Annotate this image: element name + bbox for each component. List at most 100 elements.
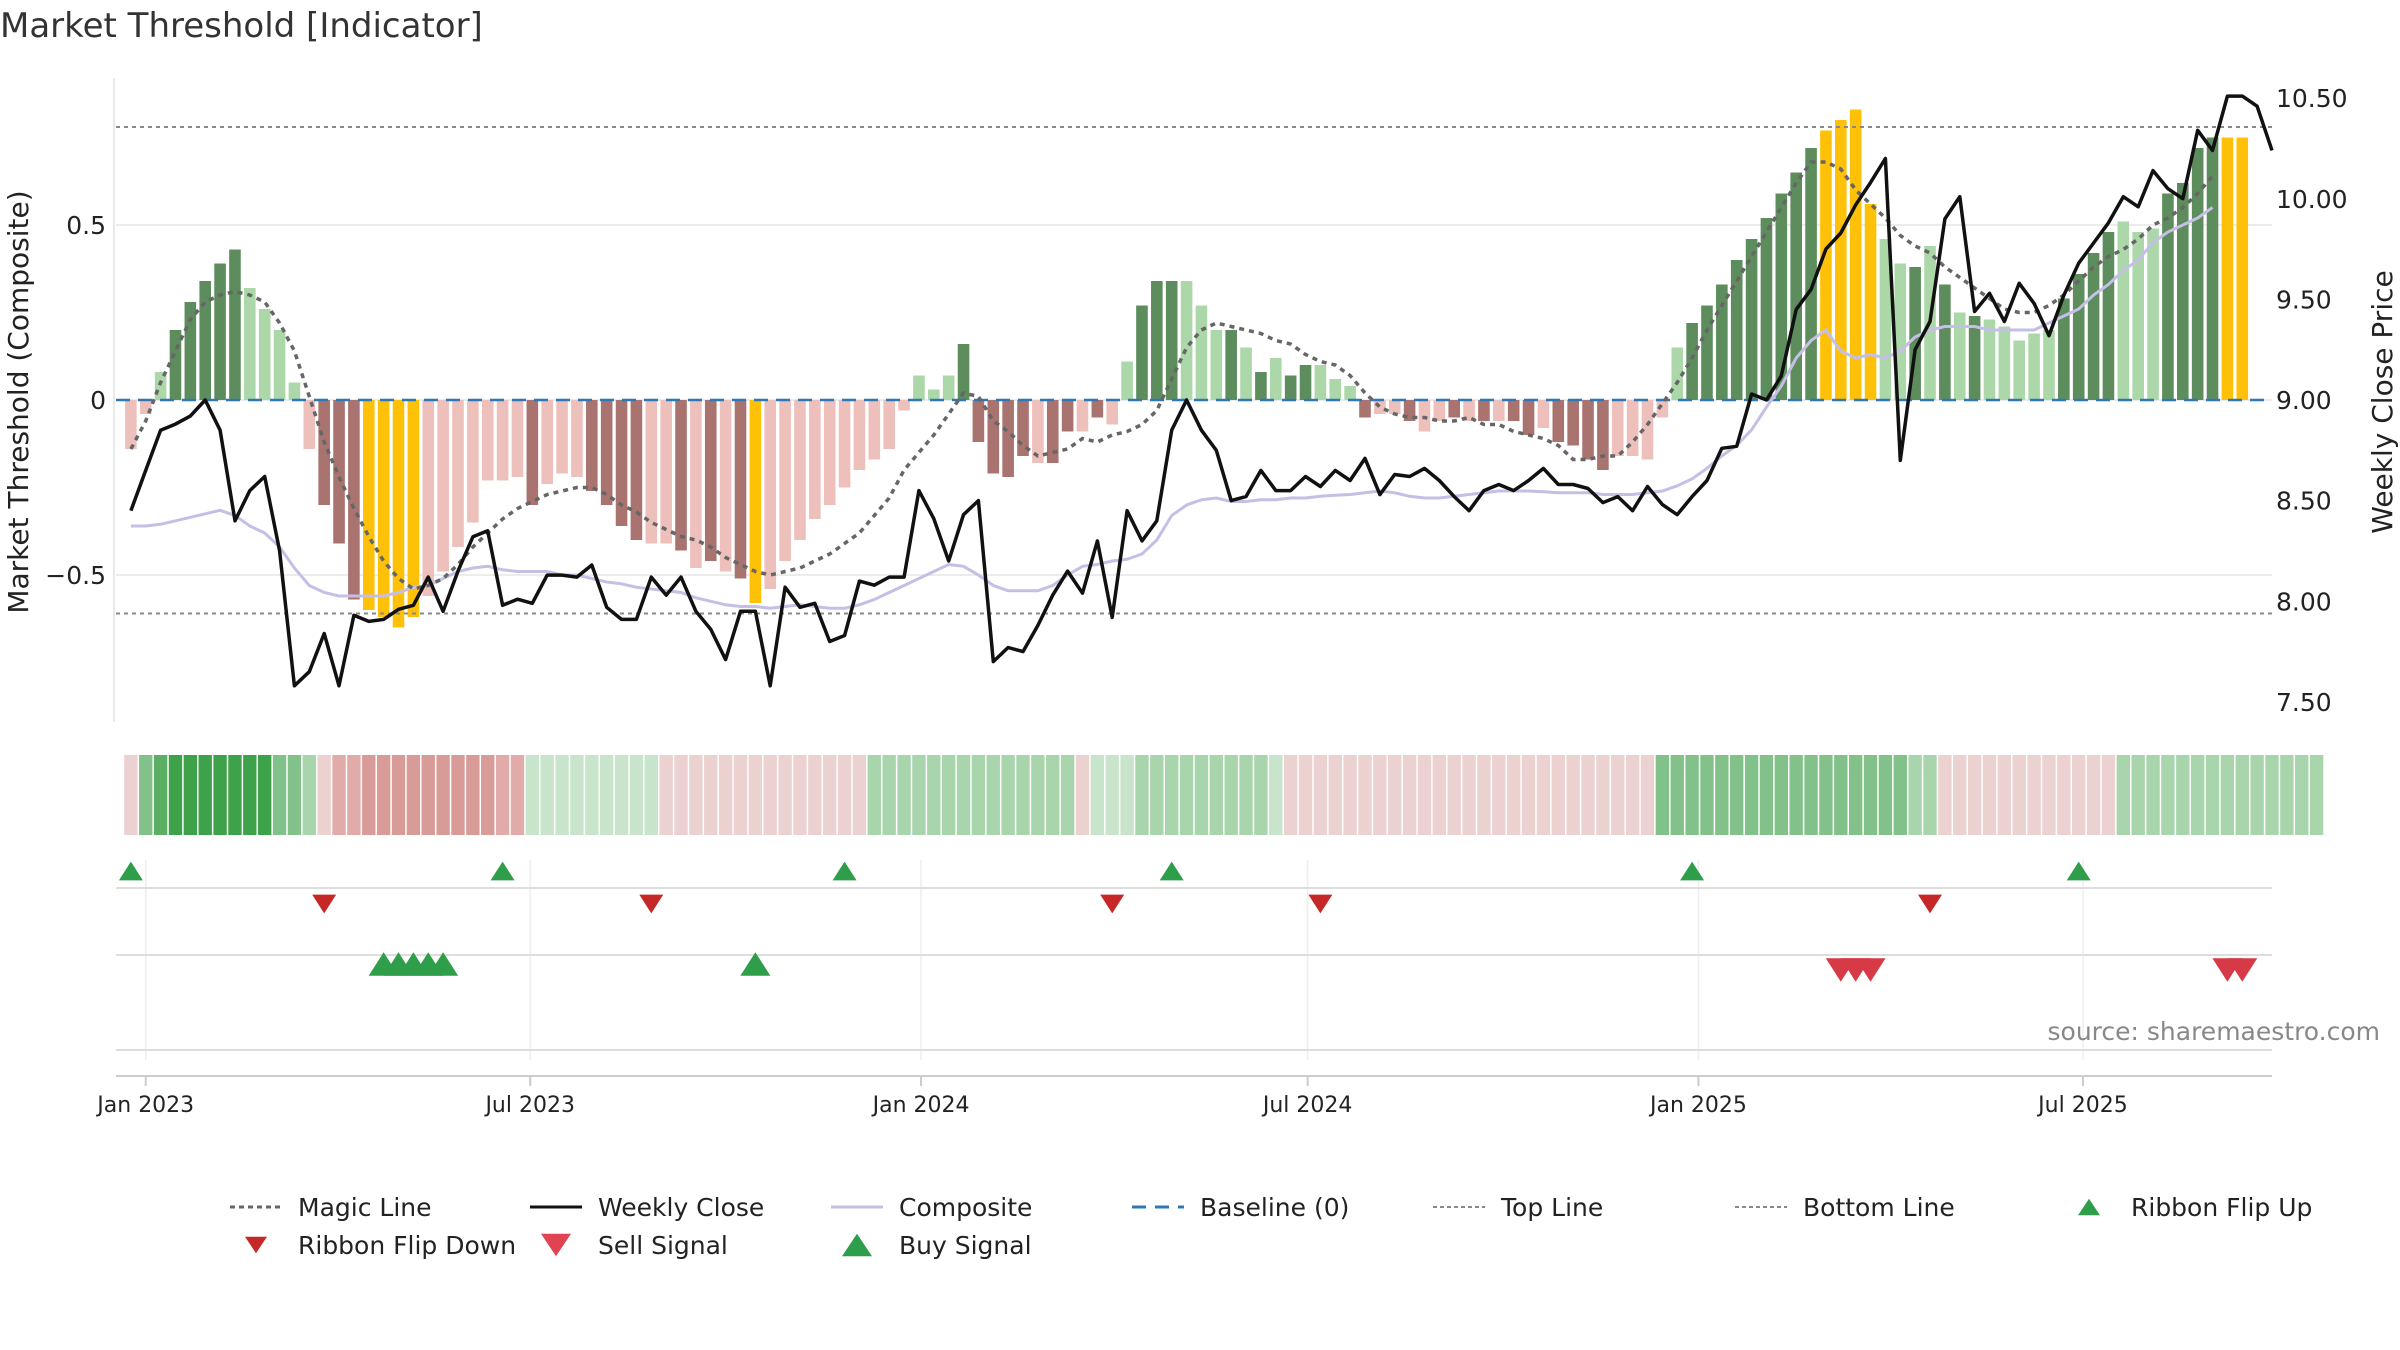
composite-bar xyxy=(1939,284,1951,400)
composite-bar xyxy=(1121,361,1133,400)
composite-bar xyxy=(586,400,598,491)
composite-bar xyxy=(1493,400,1505,421)
ribbon-cell xyxy=(912,755,926,835)
ribbon-cell xyxy=(1923,755,1937,835)
ribbon-cell xyxy=(168,755,183,835)
y-right-tick-label: 7.50 xyxy=(2276,688,2332,717)
chart-legend: Magic Line Weekly Close Composite Baseline … xyxy=(228,1190,2368,1290)
composite-bar xyxy=(823,400,836,505)
composite-bar xyxy=(675,400,687,551)
composite-bar xyxy=(333,400,345,544)
composite-bar xyxy=(794,400,806,540)
ribbon-cell xyxy=(1060,755,1075,835)
composite-bar xyxy=(1061,400,1074,432)
composite-bar xyxy=(1463,400,1475,421)
ribbon-cell xyxy=(1789,755,1803,835)
ribbon-cell xyxy=(1581,755,1595,835)
y-right-tick-label: 8.00 xyxy=(2276,587,2332,616)
legend-label: Magic Line xyxy=(298,1192,432,1222)
ribbon-cell xyxy=(525,755,540,835)
ribbon-cell xyxy=(882,755,896,835)
ribbon-flip-up-marker xyxy=(832,861,857,881)
ribbon-cell xyxy=(1150,755,1164,835)
composite-bar xyxy=(169,330,182,400)
composite-bar xyxy=(615,400,628,526)
ribbon-cell xyxy=(1224,755,1238,835)
composite-bar xyxy=(273,330,286,400)
composite-bar xyxy=(1835,120,1847,400)
composite-bar xyxy=(2043,330,2055,400)
legend-item: Magic Line xyxy=(228,1190,432,1224)
composite-bar xyxy=(348,400,360,600)
composite-bar xyxy=(1344,386,1356,400)
legend-item: Sell Signal xyxy=(528,1228,728,1262)
x-tick-label: Jan 2025 xyxy=(1648,1093,1747,1118)
composite-bar xyxy=(1091,400,1104,418)
composite-bar xyxy=(407,400,420,617)
ribbon-cell xyxy=(1179,755,1194,835)
ribbon-cell xyxy=(1744,755,1759,835)
composite-bar xyxy=(704,400,717,561)
ribbon-flip-up-marker xyxy=(490,861,515,881)
ribbon-cell xyxy=(1715,755,1729,835)
ribbon-cell xyxy=(852,755,867,835)
composite-bar xyxy=(1686,323,1698,400)
composite-bar xyxy=(1255,372,1267,400)
x-tick-label: Jul 2023 xyxy=(483,1093,575,1118)
composite-bar xyxy=(630,400,643,540)
composite-bar xyxy=(1909,267,1921,400)
legend-swatch xyxy=(831,1205,883,1209)
ribbon-cell xyxy=(823,755,837,835)
y-left-tick-label: −0.5 xyxy=(45,561,106,590)
composite-bar xyxy=(838,400,851,488)
composite-bar xyxy=(942,375,955,400)
composite-bar xyxy=(318,400,330,505)
composite-bar xyxy=(987,400,1000,474)
ribbon-cell xyxy=(1447,755,1461,835)
ribbon-cell xyxy=(362,755,376,835)
ribbon-cell xyxy=(941,755,956,835)
composite-bar xyxy=(660,400,672,544)
ribbon-cell xyxy=(1670,755,1684,835)
ribbon-cell xyxy=(1863,755,1878,835)
composite-bar xyxy=(1968,316,1981,400)
ribbon-cell xyxy=(1521,755,1536,835)
ribbon-cell xyxy=(1596,755,1610,835)
ribbon-cell xyxy=(2057,755,2071,835)
legend-swatch xyxy=(230,1205,282,1209)
composite-bar xyxy=(1626,400,1639,456)
ribbon-cell xyxy=(2309,755,2324,835)
reference-lines xyxy=(116,126,2272,615)
ribbon-cell xyxy=(1506,755,1521,835)
ribbon-cell xyxy=(1194,755,1209,835)
composite-bar xyxy=(1448,400,1461,418)
legend-label: Composite xyxy=(899,1192,1033,1222)
ribbon-cell xyxy=(495,755,510,835)
legend-label: Ribbon Flip Up xyxy=(2131,1192,2313,1222)
x-tick-label: Jul 2024 xyxy=(1261,1093,1353,1118)
legend-swatch xyxy=(541,1233,571,1257)
ribbon-cell xyxy=(1283,755,1298,835)
y-left-tick-label: 0.5 xyxy=(66,211,106,240)
legend-label: Weekly Close xyxy=(598,1192,765,1222)
ribbon-cell xyxy=(376,755,391,835)
composite-bar xyxy=(645,400,658,544)
ribbon-cell xyxy=(272,755,287,835)
ribbon-cell xyxy=(1611,755,1625,835)
composite-bar xyxy=(244,288,256,400)
legend-swatch xyxy=(2078,1198,2100,1216)
ribbon-cell xyxy=(1432,755,1447,835)
composite-bar xyxy=(1388,400,1401,414)
composite-bar xyxy=(2028,333,2040,400)
ribbon-cell xyxy=(555,755,569,835)
ribbon-cell xyxy=(1804,755,1818,835)
composite-bar xyxy=(1805,148,1817,400)
composite-bar xyxy=(883,400,895,449)
composite-bar xyxy=(1849,109,1862,400)
ribbon-cell xyxy=(689,755,703,835)
composite-bar xyxy=(1701,305,1713,400)
ribbon-cell xyxy=(971,755,986,835)
composite-bar xyxy=(571,400,583,477)
ribbon-cell xyxy=(183,755,198,835)
